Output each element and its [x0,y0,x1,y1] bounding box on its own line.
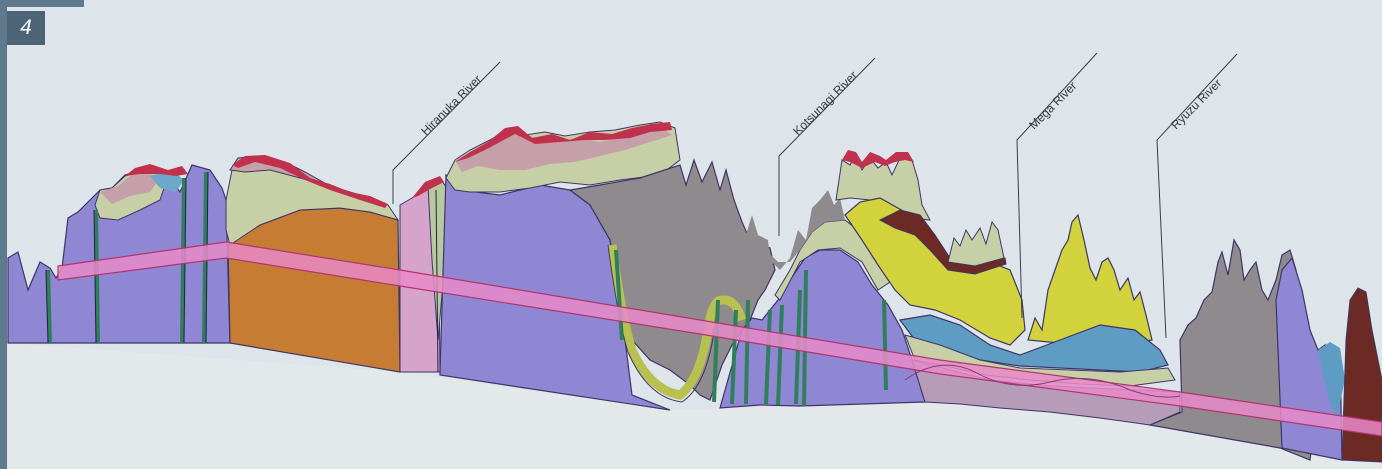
lavender-rock-dome [719,249,926,409]
gray-spires-mega-west [947,220,1005,267]
mega-leader [1016,52,1098,319]
green-fold-outline [607,244,715,403]
blue-lens-east [1318,342,1345,420]
crimson-cap-west [125,164,188,176]
kotsunagi-leader [778,57,876,236]
gray-rock-central [568,158,776,401]
river-label-mega: Mega River [1026,79,1079,132]
brown-rock-east [1341,287,1382,463]
brown-rock-lens [878,209,1007,275]
tunnel-band [57,241,1382,437]
orange-rock-body [227,207,401,373]
crimson-cap-central [455,122,672,162]
ryuzu-leader [1156,53,1238,339]
crimson-cap-hiranuka [412,176,444,198]
river-leaders [392,52,1238,339]
river-label-kotsunagi: Kotsunagi River [790,68,860,138]
fault-trace-basin [904,364,1181,398]
green-fold-band [607,244,747,400]
frame-top-bar [0,0,84,7]
mauve-layer-central [455,126,672,172]
mauve-layer-west [100,172,160,204]
yellow-mountain-mega [1027,213,1153,346]
hiranuka-leader [392,61,501,204]
river-label-hiranuka: Hiranuka River [418,72,484,138]
gray-spires-kotsunagi [745,190,845,270]
river-label-ryuzu: Ryuzu River [1168,76,1224,132]
lower-ground [8,343,1382,469]
figure-number-badge: 4 [7,11,45,45]
crimson-cap-kotsunagi [842,150,914,168]
frame-left-bar [0,0,7,469]
crimson-cap-left [232,155,388,208]
